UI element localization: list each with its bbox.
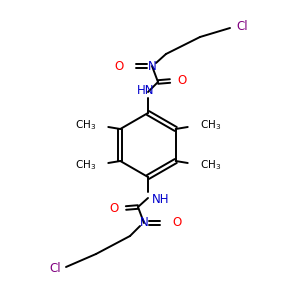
- Text: CH$_3$: CH$_3$: [75, 118, 96, 132]
- Text: CH$_3$: CH$_3$: [200, 118, 221, 132]
- Text: O: O: [177, 74, 186, 86]
- Text: O: O: [115, 59, 124, 73]
- Text: O: O: [110, 202, 119, 215]
- Text: Cl: Cl: [50, 262, 61, 275]
- Text: O: O: [172, 217, 181, 230]
- Text: NH: NH: [152, 193, 169, 206]
- Text: HN: HN: [137, 84, 155, 97]
- Text: N: N: [140, 217, 148, 230]
- Text: Cl: Cl: [236, 20, 248, 34]
- Text: CH$_3$: CH$_3$: [75, 158, 96, 172]
- Text: CH$_3$: CH$_3$: [200, 158, 221, 172]
- Text: N: N: [148, 59, 156, 73]
